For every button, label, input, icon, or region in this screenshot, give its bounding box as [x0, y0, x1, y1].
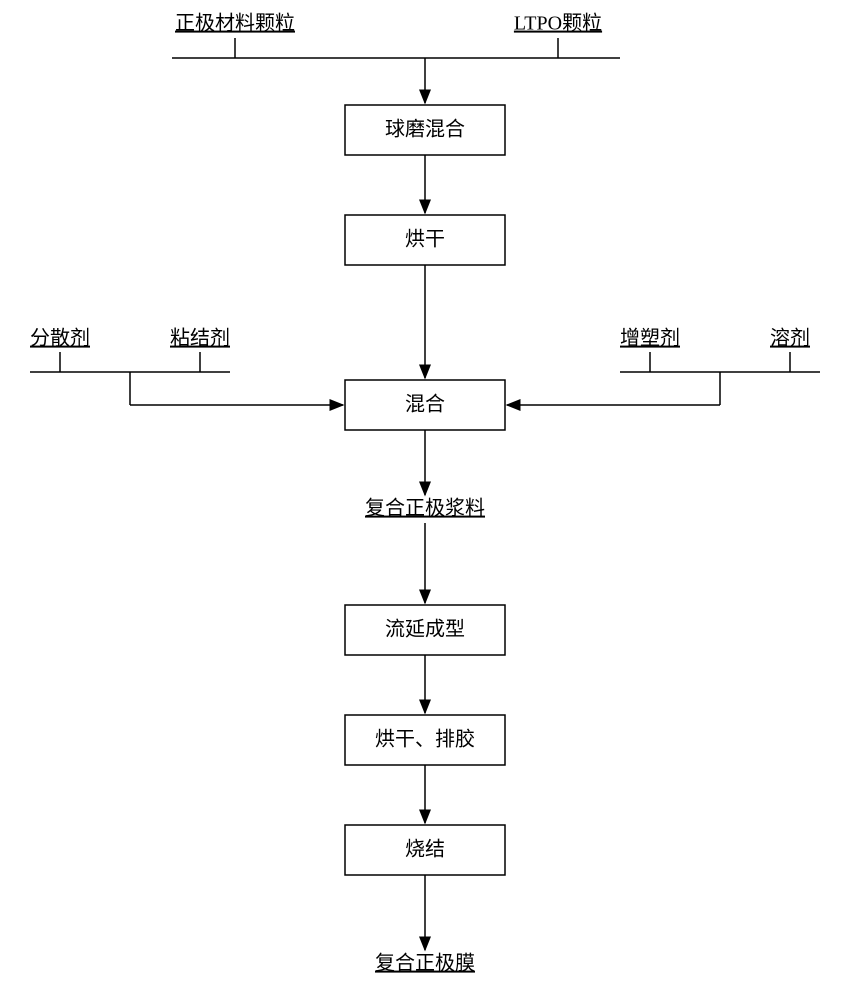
- intermediate-slurry: 复合正极浆料: [365, 497, 485, 520]
- flowchart-svg: 正极材料颗粒 LTPO颗粒 球磨混合 烘干 分散剂 粘结剂 增塑剂 溶剂 混合 …: [0, 0, 851, 1000]
- label-cast: 流延成型: [385, 618, 465, 641]
- label-dry2: 烘干、排胶: [375, 728, 475, 751]
- input-solvent: 溶剂: [770, 327, 810, 350]
- label-mix: 混合: [405, 393, 445, 416]
- input-dispersant: 分散剂: [30, 327, 90, 350]
- label-dry1: 烘干: [405, 228, 445, 251]
- output-film: 复合正极膜: [375, 952, 475, 975]
- input-plasticizer: 增塑剂: [620, 327, 680, 350]
- label-ballmill: 球磨混合: [385, 118, 465, 141]
- input-cathode-particles: 正极材料颗粒: [175, 12, 295, 35]
- input-ltpo-particles: LTPO颗粒: [514, 12, 602, 35]
- input-binder: 粘结剂: [170, 327, 230, 350]
- label-sinter: 烧结: [405, 838, 445, 861]
